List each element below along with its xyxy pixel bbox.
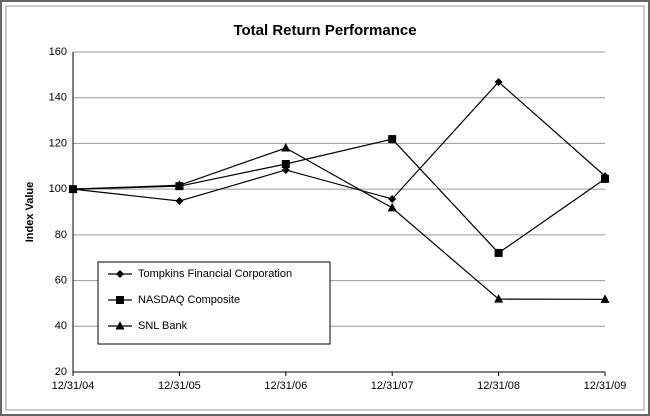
point	[494, 294, 504, 303]
chart-title: Total Return Performance	[233, 22, 416, 39]
x-tick-label: 12/31/06	[264, 380, 307, 392]
point	[601, 174, 609, 183]
point	[388, 194, 397, 203]
y-axis-label: Index Value	[24, 182, 36, 243]
x-tick-label: 12/31/07	[371, 380, 414, 392]
legend-marker	[116, 296, 124, 304]
point	[494, 248, 503, 257]
legend-label: NASDAQ Composite	[138, 294, 240, 306]
y-tick-label: 100	[49, 183, 67, 195]
legend-marker	[115, 321, 125, 330]
y-tick-label: 120	[49, 137, 67, 149]
x-tick-label: 12/31/05	[158, 380, 201, 392]
inner-frame	[5, 5, 645, 411]
point	[281, 160, 290, 168]
plot	[68, 77, 610, 303]
series-line	[72, 147, 606, 300]
point	[494, 77, 503, 86]
point	[388, 135, 397, 144]
point	[175, 197, 184, 206]
y-tick-label: 40	[55, 320, 67, 332]
point	[68, 184, 78, 193]
y-tick-label: 60	[55, 274, 67, 286]
series-line	[72, 81, 606, 202]
point	[600, 294, 610, 303]
x-tick-label: 12/31/09	[584, 380, 627, 392]
point	[174, 180, 184, 189]
point	[281, 143, 291, 152]
series-line	[72, 138, 606, 254]
y-tick-label: 140	[49, 92, 67, 104]
y-tick-label: 80	[55, 229, 67, 241]
x-tick-label: 12/31/04	[52, 380, 95, 392]
grid	[72, 51, 606, 376]
point	[387, 202, 397, 212]
legend-label: SNL Bank	[138, 320, 188, 332]
legend-marker	[116, 270, 124, 278]
legend-box	[97, 261, 331, 345]
y-tick-label: 20	[55, 366, 67, 378]
x-tick-label: 12/31/08	[477, 380, 520, 392]
legend-label: Tompkins Financial Corporation	[138, 268, 292, 280]
y-tick-label: 160	[49, 46, 67, 58]
